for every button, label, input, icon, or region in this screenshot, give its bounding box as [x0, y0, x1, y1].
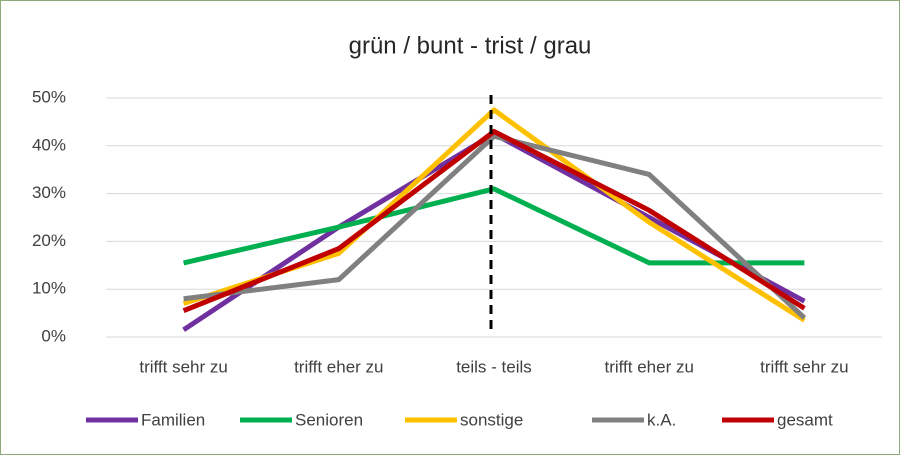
x-tick-label: teils - teils	[456, 357, 532, 376]
legend-label: Familien	[141, 410, 205, 429]
y-tick-label: 0%	[41, 326, 66, 345]
x-tick-label: trifft sehr zu	[139, 357, 228, 376]
x-tick-label: trifft eher zu	[294, 357, 383, 376]
y-tick-label: 10%	[32, 279, 66, 298]
y-tick-label: 30%	[32, 183, 66, 202]
series-line	[183, 186, 805, 266]
x-tick-label: trifft sehr zu	[760, 357, 849, 376]
y-tick-label: 50%	[32, 87, 66, 106]
legend-label: k.A.	[647, 410, 676, 429]
chart-title: grün / bunt - trist / grau	[349, 32, 592, 59]
legend-label: sonstige	[460, 410, 523, 429]
legend-label: gesamt	[777, 410, 833, 429]
y-tick-label: 40%	[32, 135, 66, 154]
lines	[182, 107, 807, 332]
legend-label: Senioren	[295, 410, 363, 429]
y-tick-label: 20%	[32, 231, 66, 250]
series-line	[183, 133, 807, 320]
series-line	[182, 128, 806, 314]
x-tick-label: trifft eher zu	[604, 357, 693, 376]
